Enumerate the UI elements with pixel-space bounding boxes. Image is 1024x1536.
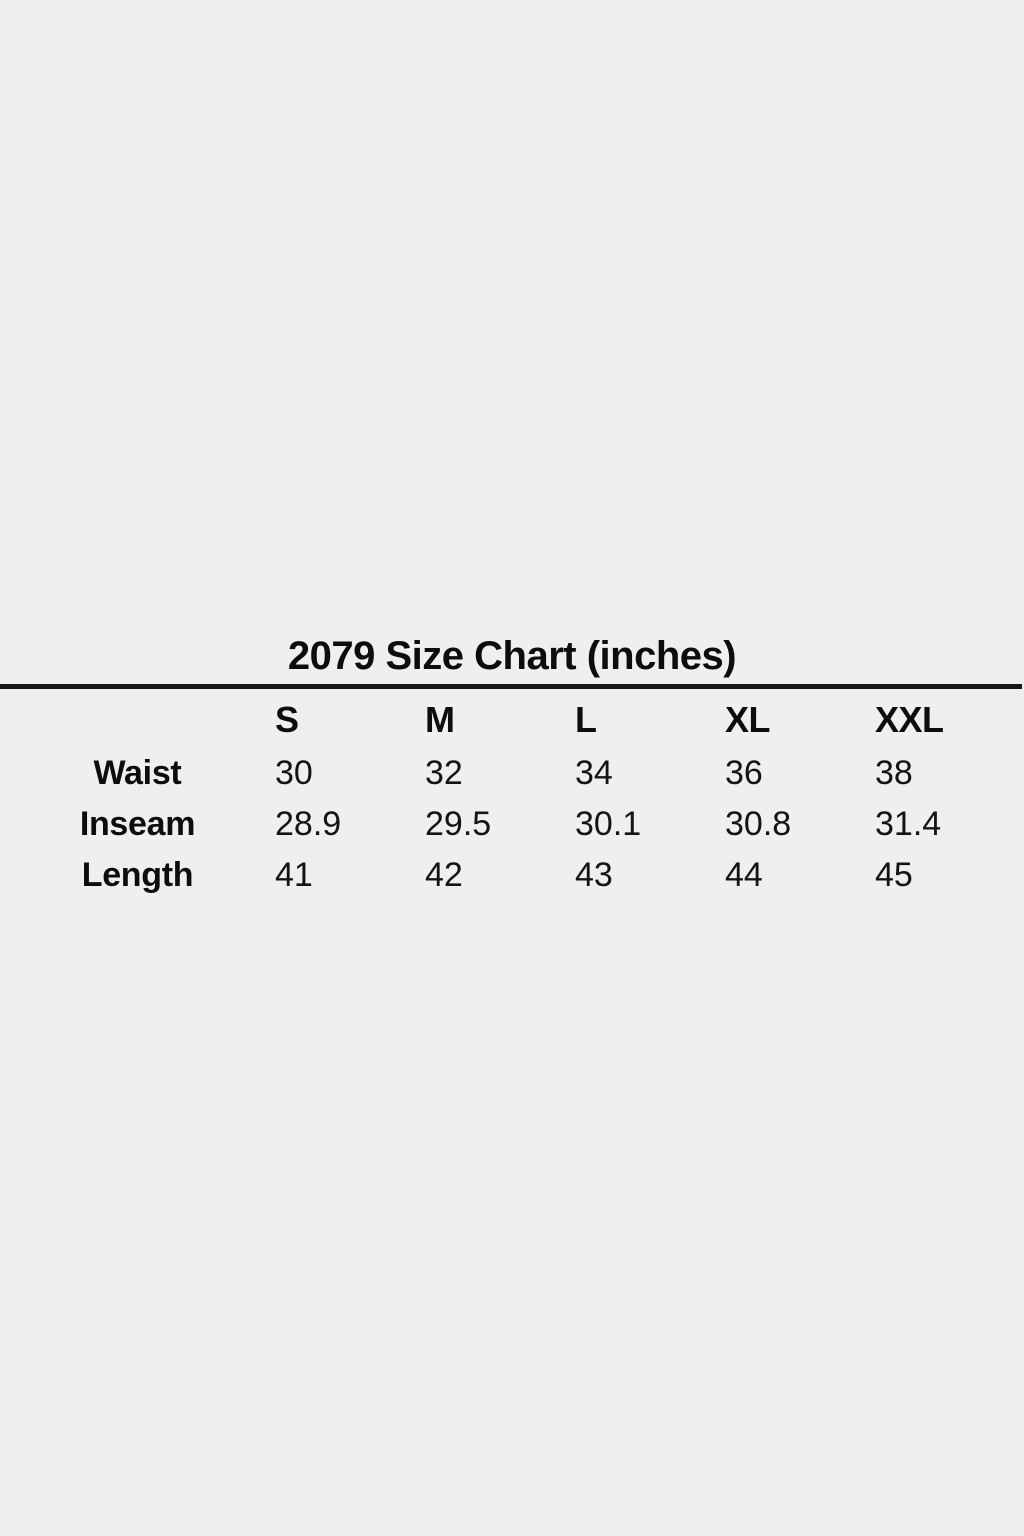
- column-header-xl: XL: [725, 698, 771, 740]
- length-value-xxl: 45: [875, 856, 913, 894]
- inseam-value-l: 30.1: [575, 805, 642, 843]
- inseam-value-m: 29.5: [425, 805, 492, 843]
- inseam-value-xl: 30.8: [725, 805, 792, 843]
- length-value-s: 41: [275, 856, 313, 894]
- column-header-m: M: [425, 698, 455, 740]
- length-value-xl: 44: [725, 856, 763, 894]
- row-label-length: Length: [81, 856, 194, 894]
- inseam-value-s: 28.9: [275, 805, 342, 843]
- waist-value-l: 34: [575, 754, 613, 792]
- column-header-xxl: XXL: [875, 698, 944, 740]
- row-label-waist: Waist: [93, 754, 182, 792]
- column-header-s: S: [275, 698, 299, 740]
- corner-spacer: [0, 691, 275, 748]
- waist-value-xl: 36: [725, 754, 763, 792]
- waist-value-s: 30: [275, 754, 313, 792]
- row-label-inseam: Inseam: [79, 805, 196, 843]
- waist-value-xxl: 38: [875, 754, 913, 792]
- length-value-m: 42: [425, 856, 463, 894]
- size-chart-table: S M L XL XXL Waist 30 32 34 36 38 Inseam…: [0, 691, 1024, 901]
- inseam-value-xxl: 31.4: [875, 805, 942, 843]
- size-chart-title: 2079 Size Chart (inches): [287, 634, 737, 678]
- column-header-l: L: [575, 698, 597, 740]
- title-divider-rule: [0, 684, 1022, 689]
- length-value-l: 43: [575, 856, 613, 894]
- waist-value-m: 32: [425, 754, 463, 792]
